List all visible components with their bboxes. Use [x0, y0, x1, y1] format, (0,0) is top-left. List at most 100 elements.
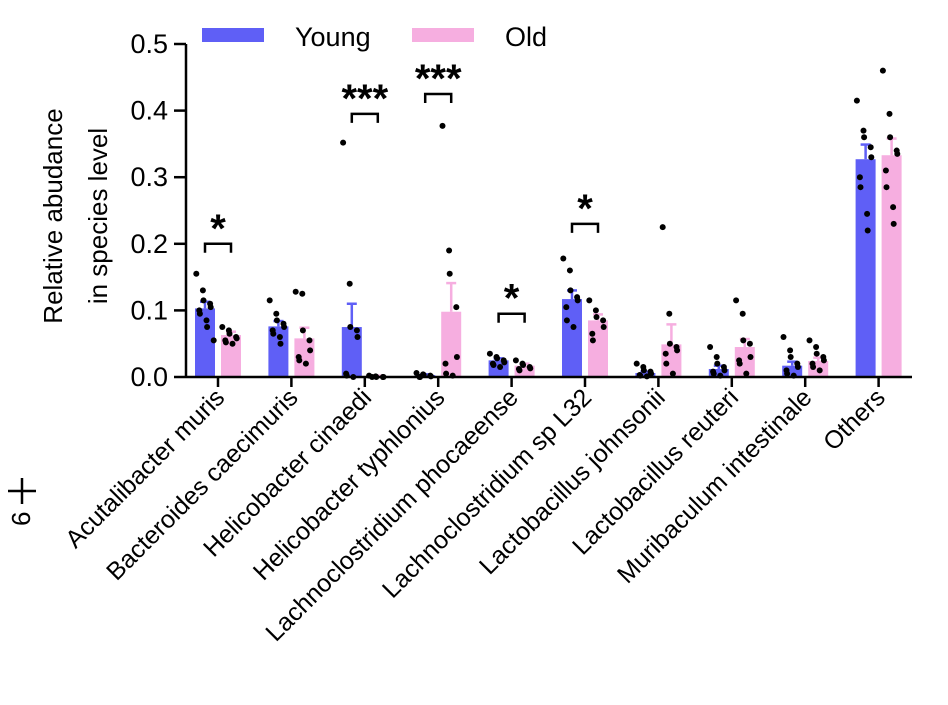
data-point — [589, 330, 596, 337]
significance-annotations: **** ***** — [203, 57, 600, 323]
data-point — [784, 370, 791, 377]
data-point — [890, 204, 897, 211]
bar-young — [782, 365, 803, 377]
bar-young — [562, 299, 582, 377]
data-point — [592, 307, 599, 314]
data-point — [659, 224, 666, 231]
data-point — [669, 370, 676, 377]
data-point — [501, 359, 508, 366]
data-point — [340, 139, 347, 146]
y-tick-label: 0.2 — [130, 229, 168, 259]
data-point — [281, 324, 288, 331]
data-point — [710, 370, 717, 377]
significance-label: *** — [415, 57, 462, 101]
data-point — [266, 297, 273, 304]
data-point — [560, 255, 567, 262]
data-point — [743, 370, 750, 377]
significance-bracket — [423, 92, 453, 103]
data-point — [810, 364, 817, 371]
data-point — [813, 350, 820, 357]
y-axis-title: Relative abudance in species level — [38, 108, 113, 323]
data-point — [453, 354, 460, 361]
data-point — [882, 167, 889, 174]
data-point — [868, 154, 875, 161]
data-point — [516, 367, 523, 374]
legend-swatch-young — [202, 28, 264, 42]
data-point — [747, 354, 754, 361]
data-point — [666, 340, 673, 347]
significance-label: * — [504, 277, 520, 321]
data-point — [589, 337, 596, 344]
data-point — [210, 337, 217, 344]
data-point — [887, 134, 894, 141]
data-point — [446, 247, 453, 254]
bar-old — [221, 335, 241, 377]
data-point — [494, 355, 501, 362]
data-point — [570, 324, 577, 331]
data-point — [233, 335, 240, 342]
x-tick-label: Others — [818, 383, 891, 456]
data-point — [586, 297, 593, 304]
data-point — [567, 287, 574, 294]
data-point — [273, 317, 280, 324]
data-point — [442, 360, 449, 367]
bar-young — [195, 308, 215, 377]
significance-bracket — [570, 222, 600, 233]
data-point — [633, 360, 640, 367]
data-point — [883, 184, 890, 191]
data-point — [813, 344, 820, 351]
data-point — [787, 354, 794, 361]
legend: Young Old — [202, 22, 547, 52]
y-tick-label: 0.4 — [130, 96, 168, 126]
data-point — [816, 367, 823, 374]
data-point — [861, 134, 868, 141]
data-point — [527, 365, 534, 372]
data-point — [894, 150, 901, 157]
data-point — [346, 280, 353, 287]
bar-old — [881, 155, 902, 377]
data-point — [707, 344, 714, 351]
data-point — [219, 324, 226, 331]
data-point — [600, 324, 607, 331]
data-point — [674, 347, 681, 354]
data-point — [739, 310, 746, 317]
data-point — [302, 360, 309, 367]
corner-marker: 6 — [6, 478, 36, 526]
data-point — [273, 310, 280, 317]
data-point — [856, 174, 863, 181]
data-point — [299, 327, 306, 334]
significance-bracket — [203, 242, 233, 253]
data-point — [193, 270, 200, 277]
data-point — [307, 347, 314, 354]
significance-label: *** — [341, 77, 388, 121]
data-point — [867, 144, 874, 151]
data-point — [714, 360, 721, 367]
data-point — [296, 357, 303, 364]
data-point — [486, 350, 493, 357]
data-point — [277, 340, 284, 347]
data-point — [270, 330, 277, 337]
bar-old — [441, 311, 462, 377]
data-point — [820, 357, 827, 364]
data-point — [563, 317, 570, 324]
data-point — [196, 310, 203, 317]
data-point — [207, 304, 214, 311]
bar-young — [268, 326, 289, 377]
data-point — [354, 334, 361, 341]
data-point — [886, 110, 893, 117]
data-point — [860, 127, 867, 134]
data-point — [593, 314, 600, 321]
bar-young — [708, 369, 729, 377]
data-point — [666, 310, 673, 317]
data-point — [200, 297, 207, 304]
y-axis: 0.0 0.1 0.2 0.3 0.4 0.5 — [130, 29, 188, 392]
data-point — [563, 304, 570, 311]
y-tick-label: 0.5 — [130, 29, 168, 59]
data-point — [520, 362, 527, 369]
data-point — [746, 340, 753, 347]
data-point — [204, 324, 211, 331]
data-point — [740, 337, 747, 344]
data-point — [780, 334, 787, 341]
data-point — [446, 270, 453, 277]
